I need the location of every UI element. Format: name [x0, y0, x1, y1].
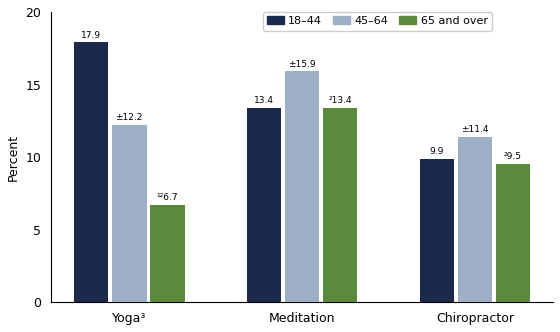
Bar [496, 164, 530, 302]
Bar [150, 205, 185, 302]
Text: ±15.9: ±15.9 [288, 59, 316, 69]
Text: ±11.4: ±11.4 [461, 125, 489, 134]
Bar [112, 125, 147, 302]
Text: ¹²6.7: ¹²6.7 [156, 193, 178, 202]
Bar [247, 108, 281, 302]
Bar [323, 108, 357, 302]
Text: 9.9: 9.9 [430, 147, 444, 156]
Text: ²13.4: ²13.4 [328, 96, 352, 105]
Legend: 18–44, 45–64, 65 and over: 18–44, 45–64, 65 and over [263, 12, 492, 31]
Text: ±12.2: ±12.2 [115, 113, 143, 122]
Y-axis label: Percent: Percent [7, 133, 20, 181]
Text: 13.4: 13.4 [254, 96, 274, 105]
Bar [458, 137, 492, 302]
Text: 17.9: 17.9 [81, 31, 101, 40]
Text: ²9.5: ²9.5 [504, 152, 522, 161]
Bar [74, 42, 109, 302]
Bar [285, 71, 319, 302]
Bar [419, 159, 454, 302]
